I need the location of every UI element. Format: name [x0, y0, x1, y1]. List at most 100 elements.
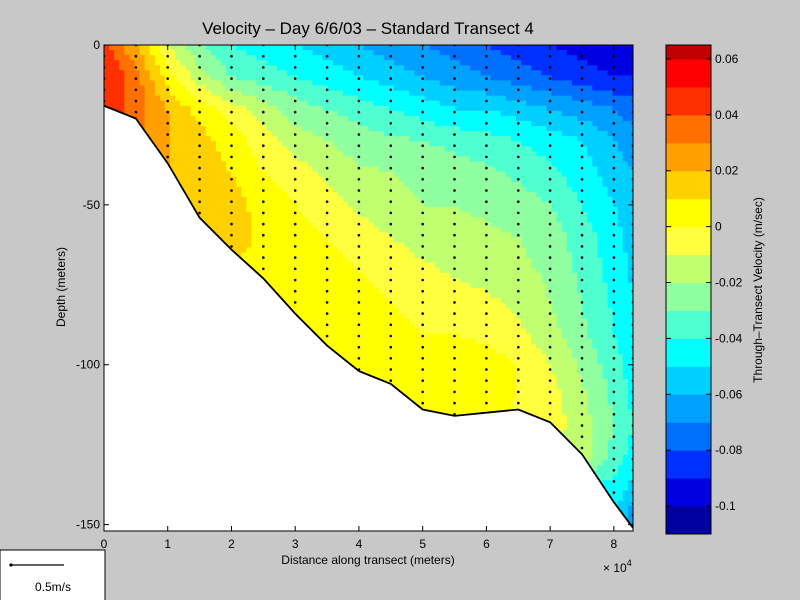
field-cell: [358, 196, 365, 203]
field-cell: [246, 222, 253, 228]
field-cell: [282, 237, 288, 244]
field-cell: [282, 227, 288, 233]
field-cell: [241, 55, 248, 61]
field-cell: [205, 217, 212, 223]
field-cell: [175, 161, 181, 168]
field-cell: [276, 131, 283, 137]
field-cell: [358, 293, 365, 299]
field-cell: [256, 131, 263, 137]
field-cell: [165, 50, 171, 56]
field-cell: [287, 90, 293, 97]
field-cell: [205, 161, 212, 168]
field-cell: [226, 141, 232, 147]
field-cell: [302, 207, 309, 213]
field-cell: [246, 161, 253, 168]
field-cell: [170, 151, 176, 157]
field-cell: [271, 156, 278, 163]
field-cell: [358, 262, 365, 269]
field-cell: [154, 60, 161, 66]
field-cell: [332, 262, 339, 269]
field-cell: [271, 146, 278, 152]
field-cell: [200, 75, 207, 82]
field-cell: [226, 222, 232, 228]
field-cell: [317, 318, 324, 325]
field-cell: [343, 176, 349, 183]
field-cell: [282, 75, 288, 82]
field-cell: [337, 176, 344, 183]
field-cell: [251, 247, 258, 254]
field-cell: [241, 207, 248, 213]
field-cell: [271, 272, 278, 279]
field-cell: [210, 227, 217, 233]
field-cell: [332, 298, 339, 304]
field-cell: [170, 136, 176, 142]
field-cell: [348, 176, 354, 183]
field-cell: [210, 100, 217, 107]
field-cell: [297, 313, 303, 319]
field-cell: [251, 161, 258, 168]
field-cell: [185, 171, 192, 178]
field-cell: [322, 196, 329, 203]
field-cell: [302, 156, 309, 163]
field-cell: [343, 343, 349, 350]
field-cell: [251, 171, 258, 178]
field-cell: [190, 126, 197, 132]
field-cell: [312, 131, 319, 137]
field-cell: [332, 252, 339, 259]
field-cell: [144, 70, 151, 76]
field-cell: [282, 151, 288, 157]
field-cell: [282, 146, 288, 152]
field-cell: [226, 85, 232, 92]
field-cell: [282, 222, 288, 228]
field-cell: [241, 80, 248, 87]
field-cell: [332, 60, 339, 66]
field-cell: [322, 313, 329, 319]
field-cell: [307, 131, 314, 137]
field-cell: [256, 120, 263, 127]
field-cell: [292, 308, 298, 314]
field-cell: [215, 60, 222, 66]
field-cell: [282, 293, 288, 299]
field-cell: [159, 105, 166, 112]
field-cell: [337, 308, 344, 314]
field-cell: [343, 212, 349, 218]
field-cell: [256, 55, 263, 61]
field-cell: [353, 242, 359, 249]
field-cell: [159, 80, 166, 87]
field-cell: [322, 257, 329, 264]
field-cell: [231, 227, 237, 233]
field-cell: [297, 115, 303, 122]
field-cell: [185, 181, 192, 188]
field-cell: [246, 131, 253, 137]
field-cell: [220, 120, 227, 127]
field-cell: [317, 288, 324, 294]
field-cell: [200, 100, 207, 107]
field-cell: [332, 186, 339, 193]
field-cell: [353, 353, 359, 360]
field-cell: [246, 110, 253, 117]
field-cell: [210, 191, 217, 198]
field-cell: [292, 110, 298, 117]
field-cell: [307, 136, 314, 142]
field-cell: [231, 120, 237, 127]
field-cell: [236, 247, 242, 254]
field-cell: [205, 80, 212, 87]
field-cell: [307, 247, 314, 254]
field-cell: [282, 186, 288, 193]
field-cell: [322, 136, 329, 142]
field-cell: [220, 141, 227, 147]
field-cell: [256, 267, 263, 274]
field-cell: [119, 85, 125, 92]
field-cell: [302, 277, 309, 284]
field-cell: [241, 75, 248, 82]
field-cell: [185, 166, 192, 173]
field-cell: [114, 95, 120, 102]
field-cell: [348, 126, 354, 132]
field-cell: [348, 308, 354, 314]
field-cell: [343, 293, 349, 299]
field-cell: [241, 95, 248, 102]
field-cell: [180, 151, 186, 157]
field-cell: [343, 146, 349, 152]
field-cell: [297, 110, 303, 117]
field-cell: [317, 100, 324, 107]
